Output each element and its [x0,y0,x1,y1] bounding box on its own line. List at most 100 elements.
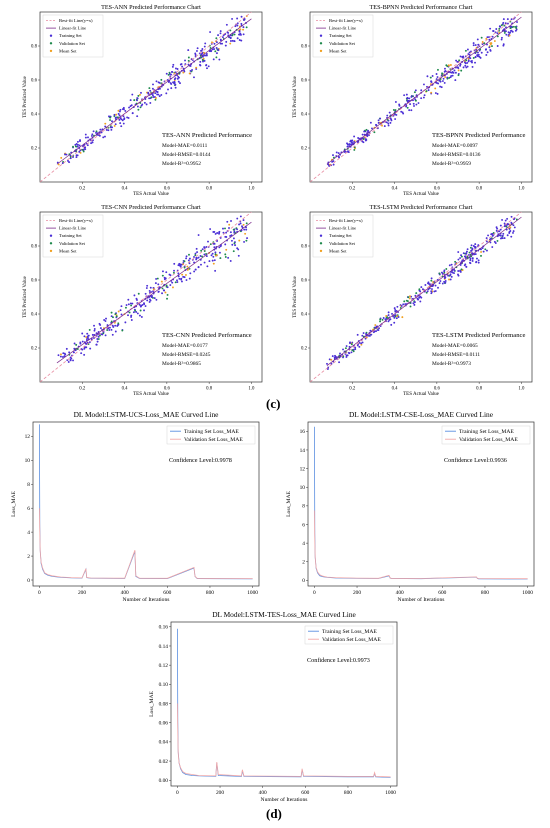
y-tick-label: 0.04 [159,740,169,746]
validation-point [457,74,460,77]
training-point [456,60,459,63]
training-point [114,324,117,327]
legend-label: Best-fit Line(y=x) [329,218,363,223]
training-point [205,255,208,258]
training-point [353,135,356,138]
training-point [196,47,199,50]
training-point [76,154,79,157]
training-point [86,335,89,338]
training-point [173,78,176,81]
validation-point [418,288,421,291]
validation-point [214,253,217,256]
validation-point [514,26,517,28]
training-point [154,92,157,95]
training-point [199,255,202,257]
training-point [173,81,176,84]
training-point [89,347,92,350]
training-point [151,294,153,297]
training-point [232,237,235,240]
y-tick-label: 8 [27,482,30,488]
validation-point [469,246,472,249]
validation-point [245,26,248,29]
training-point [375,330,378,333]
training-point [492,30,495,32]
training-point [501,234,504,237]
training-point [178,277,181,280]
training-point [229,260,232,262]
training-point [214,232,217,235]
training-point [187,49,190,52]
training-point [231,243,234,246]
x-axis-label: TES Actual Value [133,392,170,397]
x-tick-label: 1.0 [518,187,525,192]
metric-label: Model-R²=0.9959 [432,161,471,167]
x-tick-label: 0 [176,790,179,796]
training-point [412,302,415,305]
training-point [103,135,106,138]
x-tick-label: 1000 [385,790,396,796]
training-point [229,40,232,42]
training-point [194,53,197,56]
mean-point [139,93,141,96]
training-point [171,65,174,68]
confidence-annotation: Confidence Level:0.9978 [169,457,232,464]
training-point [136,97,139,100]
training-point [93,328,96,330]
training-point [409,103,412,106]
training-point [91,133,94,136]
validation-point [160,78,163,81]
mean-point [444,76,447,78]
training-point [470,249,473,252]
legend-label: Mean Set [59,248,77,253]
training-point [215,52,218,55]
training-point [390,323,393,326]
training-point [349,342,351,345]
training-point [221,42,223,45]
validation-point [409,305,412,308]
training-point [205,246,208,248]
training-point [140,304,143,307]
training-point [90,142,93,145]
validation-point [137,94,140,97]
training-point [476,51,479,54]
training-point [130,319,133,321]
training-point [176,279,178,282]
validation-point [491,45,493,48]
training-point [136,99,138,102]
training-point [354,346,357,349]
training-point [480,51,483,54]
validation-point [365,128,368,131]
training-point [65,153,68,156]
training-point [236,24,239,27]
y-tick-label: 10 [300,485,306,491]
training-point [384,318,387,321]
training-point [166,79,169,81]
legend: Training Set Loss_MAE Validation Set Loss… [441,425,531,445]
training-point [99,128,102,131]
training-point [197,256,200,259]
training-point [508,231,511,233]
training-point [77,143,79,146]
training-point [219,42,222,45]
training-point [176,281,179,283]
training-point [360,342,363,345]
training-point [78,144,81,147]
training-point [155,277,158,280]
training-point [128,106,131,109]
training-point [149,89,152,92]
legend-label: Linear-fit Line [329,226,356,231]
training-point [417,298,420,301]
training-point [510,18,513,21]
training-point [180,277,183,280]
training-point [68,161,71,164]
training-point [124,109,127,112]
training-point [156,93,159,96]
training-point [236,217,239,220]
training-point [387,124,390,127]
training-point [195,258,198,261]
training-point [471,248,474,251]
training-point [205,54,208,57]
validation-point [134,309,137,312]
legend: Training Set Loss_MAE Validation Set Loss… [304,625,394,645]
x-tick-label: 0.8 [206,187,213,192]
